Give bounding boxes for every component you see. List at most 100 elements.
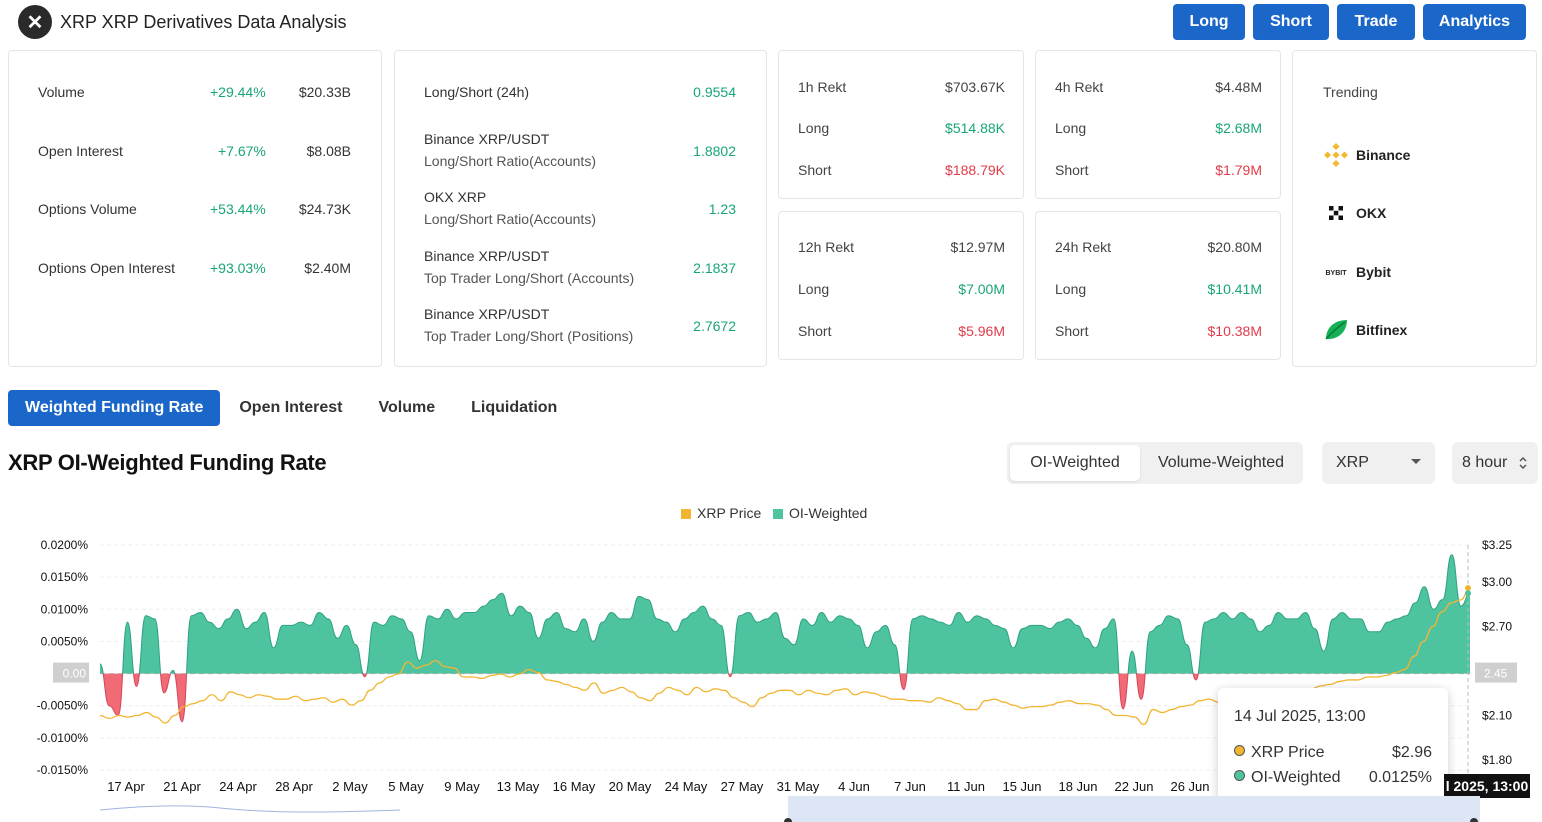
page-title: XRP XRP Derivatives Data Analysis (60, 12, 347, 32)
y-left-tick-label: -0.0100% (37, 731, 89, 745)
rekt-short-label: Short (798, 162, 832, 178)
y-axis-right: $3.25 $3.00 $2.70 2.45 $2.10 $1.80 (1475, 538, 1517, 767)
coin-select[interactable]: XRP (1322, 442, 1435, 484)
crosshair-price-marker (1465, 585, 1471, 591)
chart-tooltip: 14 Jul 2025, 13:00 XRP Price $2.96 OI-We… (1218, 688, 1448, 806)
y-zero-label-bg (53, 662, 89, 683)
long-short-title: Binance XRP/USDT (424, 248, 550, 264)
rekt-long-label: Long (1055, 281, 1087, 297)
trending-item-binance[interactable]: Binance (1323, 142, 1410, 168)
coin-select-value: XRP (1336, 454, 1369, 471)
trending-item-bybit[interactable]: BYBIT Bybit (1323, 259, 1392, 285)
market-row-value: $24.73K (298, 201, 351, 217)
chart-legend: XRP Price OI-Weighted (681, 505, 867, 521)
long-short-value: 0.9554 (693, 84, 736, 100)
crosshair-x-label: l 2025, 13:00 (1444, 774, 1530, 798)
x-tick-label: 9 May (444, 779, 480, 794)
tooltip-row-oi: OI-Weighted 0.0125% (1234, 769, 1432, 787)
x-tick-label: 18 Jun (1058, 779, 1097, 794)
chart-title: XRP OI-Weighted Funding Rate (8, 450, 327, 475)
analytics-button[interactable]: Analytics (1423, 4, 1526, 40)
x-tick-label: 22 Jun (1114, 779, 1153, 794)
long-short-subtitle: Top Trader Long/Short (Accounts) (424, 270, 635, 286)
minimap-line (100, 805, 401, 813)
rekt-card-12h: 12h Rekt $12.97M Long $7.00M Short $5.96M (778, 211, 1024, 360)
x-tick-label: 21 Apr (163, 779, 201, 794)
long-short-subtitle: Long/Short Ratio(Accounts) (424, 211, 596, 227)
short-button[interactable]: Short (1253, 4, 1329, 40)
market-row-label: Options Open Interest (38, 260, 175, 276)
rekt-total: $703.67K (945, 79, 1005, 95)
rekt-short-row: Short $1.79M (1055, 162, 1262, 178)
tooltip-value: $2.96 (1391, 744, 1432, 761)
rekt-long-row: Long $7.00M (798, 281, 1005, 297)
legend-label: XRP Price (697, 505, 762, 521)
tab-open-interest[interactable]: Open Interest (239, 399, 343, 416)
long-short-subtitle: Top Trader Long/Short (Positions) (424, 328, 634, 344)
long-short-row: Binance XRP/USDT Long/Short Ratio(Accoun… (424, 131, 736, 169)
market-row-value: $8.08B (306, 143, 351, 159)
trending-item-label: Bybit (1356, 264, 1391, 280)
long-short-value: 2.1837 (693, 260, 736, 276)
tab-volume[interactable]: Volume (378, 399, 436, 416)
volume-weighted-option[interactable]: Volume-Weighted (1158, 454, 1284, 471)
price-dot-icon (1234, 745, 1245, 756)
rekt-short-row: Short $5.96M (798, 323, 1005, 339)
x-tick-label: 11 Jun (947, 779, 985, 794)
funding-area-series (100, 554, 1470, 723)
x-axis: 17 Apr 21 Apr 24 Apr 28 Apr 2 May 5 May 9 May 1… (107, 779, 1209, 794)
range-selection[interactable] (788, 796, 1480, 822)
trade-button[interactable]: Trade (1337, 4, 1415, 40)
long-short-row: OKX XRP Long/Short Ratio(Accounts) 1.23 (424, 189, 736, 227)
trending-title: Trending (1323, 84, 1378, 100)
range-handle-right[interactable] (1470, 818, 1478, 822)
rekt-label: 12h Rekt (798, 239, 855, 255)
interval-select[interactable]: 8 hour (1452, 442, 1538, 484)
okx-icon (1329, 206, 1343, 220)
market-row-label: Open Interest (38, 143, 123, 159)
rekt-short-label: Short (1055, 323, 1089, 339)
x-tick-label: 13 May (497, 779, 540, 794)
trending-item-bitfinex[interactable]: Bitfinex (1323, 317, 1407, 343)
rekt-long-value: $10.41M (1207, 281, 1262, 297)
rekt-total-row: 24h Rekt $20.80M (1055, 239, 1262, 255)
y-right-tick-label: $1.80 (1482, 753, 1512, 767)
trending-item-label: Bitfinex (1356, 322, 1408, 338)
rekt-short-value: $10.38M (1207, 323, 1262, 339)
rekt-long-label: Long (798, 120, 830, 136)
rekt-long-row: Long $514.88K (798, 120, 1005, 136)
long-button[interactable]: Long (1173, 4, 1245, 40)
crosshair (1465, 545, 1471, 775)
tab-liquidation[interactable]: Liquidation (471, 399, 558, 416)
legend-swatch (681, 509, 691, 519)
oi-weighted-option[interactable]: OI-Weighted (1010, 445, 1140, 481)
tab-weighted-funding-rate[interactable]: Weighted Funding Rate (8, 390, 221, 426)
long-short-value: 2.7672 (693, 318, 736, 334)
y-left-tick-label: 0.0100% (41, 602, 89, 616)
binance-icon (1323, 142, 1349, 168)
long-short-title: Binance XRP/USDT (424, 306, 550, 322)
y-right-tick-label: 2.45 (1484, 667, 1508, 681)
rekt-total-row: 4h Rekt $4.48M (1055, 79, 1262, 95)
tooltip-row-price: XRP Price $2.96 (1234, 744, 1432, 762)
trending-item-okx[interactable]: OKX (1323, 200, 1386, 226)
rekt-total: $4.48M (1215, 79, 1262, 95)
x-tick-label: 16 May (553, 779, 596, 794)
range-navigator[interactable] (100, 796, 1480, 822)
x-tick-label: 24 Apr (219, 779, 257, 794)
market-row-label: Options Volume (38, 201, 137, 217)
x-tick-label: 4 Jun (838, 779, 870, 794)
market-row-change: +7.67% (218, 143, 266, 159)
oi-dot-icon (1234, 770, 1245, 781)
rekt-short-value: $1.79M (1215, 162, 1262, 178)
tooltip-label: XRP Price (1251, 744, 1325, 761)
range-handle-left[interactable] (784, 818, 792, 822)
x-tick-label: 5 May (388, 779, 424, 794)
rekt-label: 1h Rekt (798, 79, 847, 95)
rekt-label: 4h Rekt (1055, 79, 1104, 95)
rekt-total-row: 12h Rekt $12.97M (798, 239, 1005, 255)
long-short-value: 1.8802 (693, 143, 736, 159)
xrp-logo-icon: ✕ (18, 5, 52, 39)
rekt-long-value: $7.00M (958, 281, 1005, 297)
trending-card: Trending Binance OKX BYBIT Bybit Bitf (1292, 50, 1537, 367)
